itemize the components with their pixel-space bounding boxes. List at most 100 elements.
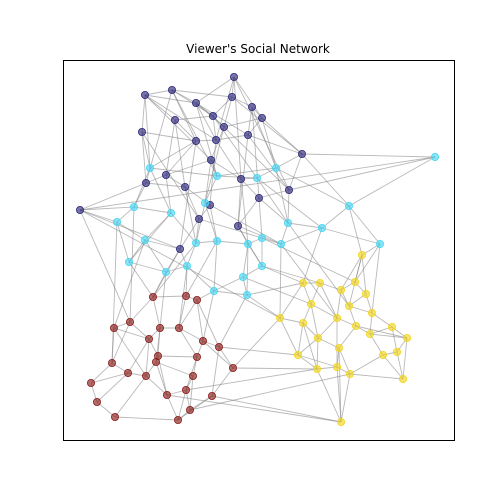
- network-edge: [348, 205, 363, 256]
- network-node: [140, 91, 149, 100]
- network-node: [137, 127, 146, 136]
- network-edge: [177, 395, 213, 421]
- network-node: [229, 73, 238, 82]
- network-node: [200, 198, 209, 207]
- network-edge: [302, 227, 323, 284]
- network-edge: [213, 240, 218, 292]
- network-node: [398, 374, 407, 383]
- network-node: [180, 182, 189, 191]
- network-node: [257, 261, 266, 270]
- network-edge: [288, 153, 303, 191]
- network-edge: [340, 373, 351, 423]
- network-edge: [246, 243, 249, 296]
- network-edge: [157, 355, 198, 358]
- network-edge: [145, 338, 150, 377]
- network-edge: [90, 372, 129, 384]
- network-node: [233, 221, 242, 230]
- network-edge: [170, 212, 197, 244]
- network-edge: [242, 243, 249, 278]
- network-edge: [113, 327, 150, 340]
- network-edge: [369, 333, 408, 339]
- network-node: [238, 272, 247, 281]
- network-edge: [144, 94, 151, 169]
- network-edge: [258, 197, 263, 239]
- network-edge: [165, 119, 176, 176]
- node-layer: [76, 73, 439, 426]
- network-edge: [144, 94, 176, 121]
- network-node: [254, 193, 263, 202]
- network-edge: [204, 175, 218, 204]
- network-edge: [116, 221, 130, 263]
- network-node: [192, 295, 201, 304]
- network-edge: [256, 177, 289, 224]
- network-edge: [141, 94, 146, 133]
- network-edge: [179, 218, 200, 250]
- network-edge: [149, 140, 197, 169]
- network-edge: [231, 96, 303, 155]
- network-node: [140, 235, 149, 244]
- network-node: [170, 116, 179, 125]
- network-node: [228, 363, 237, 372]
- network-edge: [184, 186, 200, 220]
- network-edge: [338, 347, 351, 375]
- network-node: [126, 317, 135, 326]
- network-edge: [215, 76, 235, 141]
- network-edge: [371, 312, 393, 328]
- network-node: [298, 278, 307, 287]
- network-edge: [152, 295, 187, 298]
- network-node: [243, 239, 252, 248]
- network-node: [148, 292, 157, 301]
- network-node: [174, 323, 183, 332]
- network-edge: [216, 240, 249, 245]
- network-node: [167, 86, 176, 95]
- network-edge: [155, 361, 168, 396]
- network-node: [293, 350, 302, 359]
- network-node: [124, 368, 133, 377]
- network-edge: [128, 261, 167, 273]
- network-edge: [211, 346, 220, 397]
- network-node: [313, 333, 322, 342]
- chart-title: Viewer's Social Network: [186, 42, 330, 56]
- network-edge: [361, 254, 367, 295]
- network-edge: [275, 167, 289, 224]
- network-node: [188, 371, 197, 380]
- network-edge: [204, 159, 212, 204]
- network-node: [166, 208, 175, 217]
- network-edge: [237, 197, 260, 227]
- network-edge: [279, 282, 304, 319]
- network-node: [191, 99, 200, 108]
- network-node: [208, 112, 217, 121]
- network-node: [93, 397, 102, 406]
- network-edge: [79, 209, 181, 250]
- network-node: [211, 135, 220, 144]
- network-node: [192, 352, 201, 361]
- network-edge: [216, 175, 258, 179]
- network-edge: [204, 202, 218, 242]
- network-edge: [218, 346, 234, 369]
- network-edge: [310, 303, 338, 319]
- network-edge: [129, 321, 150, 340]
- network-node: [387, 322, 396, 331]
- network-edge: [116, 221, 146, 241]
- network-edge: [145, 182, 186, 188]
- network-node: [247, 103, 256, 112]
- network-node: [284, 185, 293, 194]
- network-edge: [185, 240, 218, 297]
- network-edge: [301, 153, 350, 207]
- network-edge: [144, 89, 173, 96]
- network-edge: [90, 362, 113, 384]
- network-node: [76, 205, 85, 214]
- network-node: [185, 405, 194, 414]
- network-edge: [166, 394, 179, 421]
- network-edge: [297, 322, 304, 356]
- network-node: [162, 390, 171, 399]
- network-node: [87, 378, 96, 387]
- network-node: [207, 391, 216, 400]
- network-edge: [127, 338, 150, 374]
- network-edge: [178, 327, 204, 342]
- network-edge: [145, 375, 168, 396]
- network-edge: [216, 167, 277, 177]
- network-edge: [349, 354, 384, 375]
